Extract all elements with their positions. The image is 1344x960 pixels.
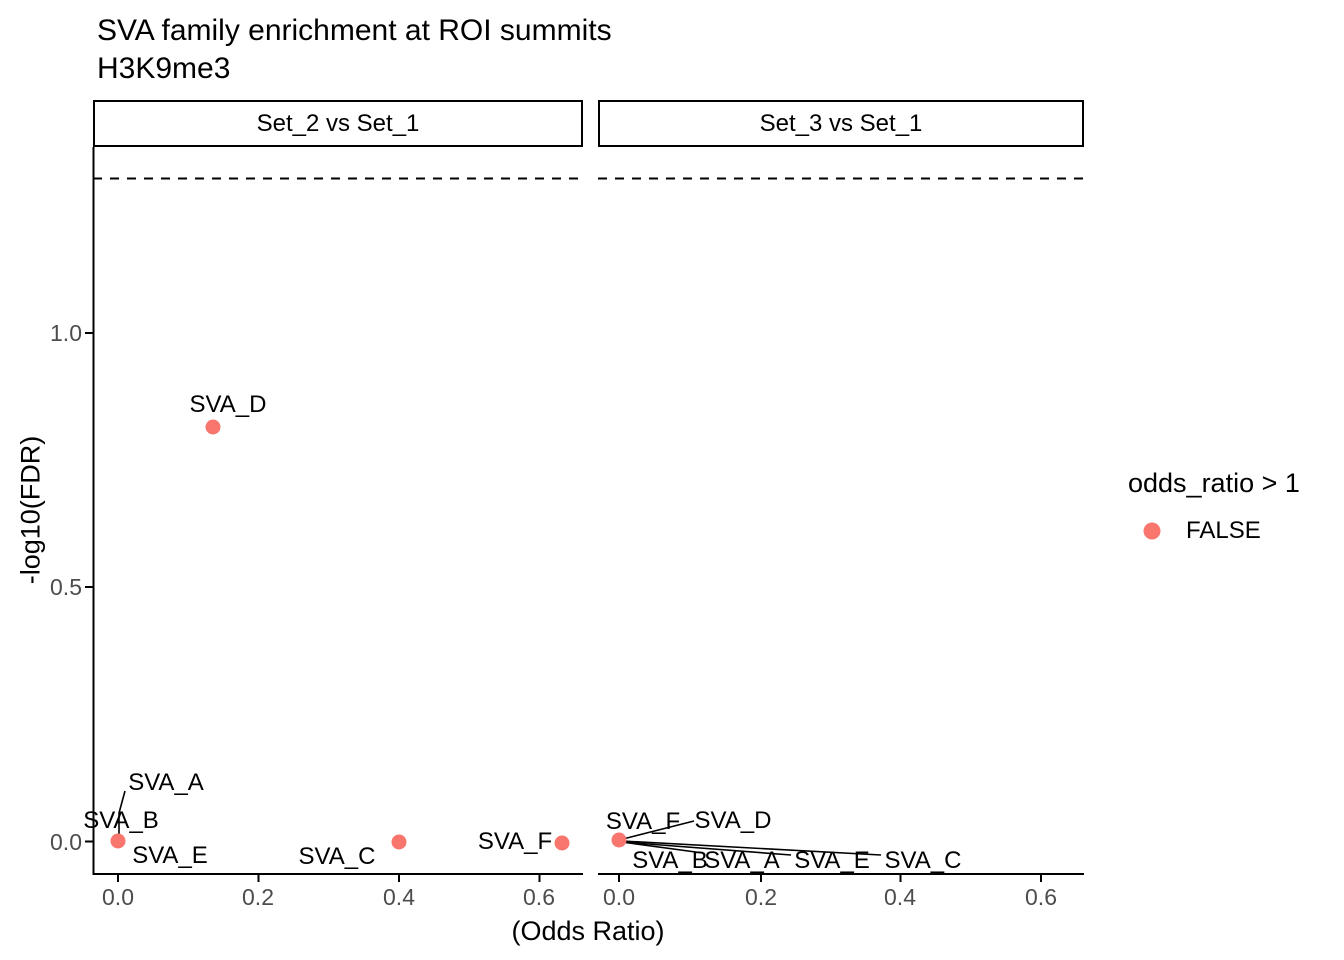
point-label-set2-sva-a: SVA_A [128,769,204,796]
x-tick-left-0.0: 0.0 [102,884,134,910]
point-label-set2-sva-f: SVA_F [477,828,553,855]
x-tick-left-0.2: 0.2 [242,884,274,910]
y-axis-ticks [85,332,93,843]
y-axis-title: -log10(FDR) [15,435,46,585]
point-label-set3-sva-b: SVA_B [632,847,708,874]
chart-title: SVA family enrichment at ROI summits [97,14,612,47]
legend-point-icon [1143,522,1161,540]
x-tick-right-0.6: 0.6 [1025,884,1057,910]
x-tick-right-0.4: 0.4 [884,884,916,910]
facet-strip-set2-vs-set1: Set_2 vs Set_1 [93,100,583,147]
data-point-set2-sva-f [554,835,570,851]
point-label-set3-sva-d: SVA_D [694,807,772,834]
point-label-set2-sva-d: SVA_D [189,391,267,418]
legend-title: odds_ratio > 1 [1128,468,1300,498]
facet-strip-set3-vs-set1: Set_3 vs Set_1 [598,100,1084,147]
point-label-set3-sva-f: SVA_F [605,808,681,835]
leader-line-sva-a-left [118,790,126,835]
chart-subtitle: H3K9me3 [97,52,231,85]
x-tick-right-0.2: 0.2 [745,884,777,910]
x-tick-left-0.4: 0.4 [383,884,415,910]
data-point-set2-sva-a-b-e [110,833,126,849]
point-label-set3-sva-a: SVA_A [704,847,780,874]
leader-line-sva-e-right [621,841,792,856]
y-tick-label-1.0: 1.0 [50,320,82,346]
y-tick-label-0.0: 0.0 [50,829,82,855]
data-points [110,419,627,851]
point-label-set3-sva-c: SVA_C [884,847,962,874]
point-label-set2-sva-e: SVA_E [132,842,208,869]
point-label-set2-sva-c: SVA_C [298,843,376,870]
data-point-set2-sva-d [205,419,221,435]
label-leader-lines [118,790,882,856]
legend-key-swatch [1143,522,1161,540]
x-axis-ticks-right-panel [618,874,1042,882]
point-label-set2-sva-b: SVA_B [83,807,159,834]
point-label-set3-sva-e: SVA_E [794,847,870,874]
facet-strip-label: Set_2 vs Set_1 [256,109,420,137]
facet-strip-label: Set_3 vs Set_1 [759,109,923,137]
x-axis-title: (Odds Ratio) [511,916,665,946]
y-tick-label-0.5: 0.5 [50,574,82,600]
data-point-set3-all-svas [611,832,627,848]
leader-line-sva-c-right [621,840,882,856]
legend-item-false: FALSE [1186,517,1261,544]
x-tick-left-0.6: 0.6 [523,884,555,910]
x-axis-ticks-left-panel [117,874,541,882]
x-tick-right-0.0: 0.0 [603,884,635,910]
data-point-set2-sva-c [391,834,407,850]
leader-line-sva-d-right [622,820,695,840]
